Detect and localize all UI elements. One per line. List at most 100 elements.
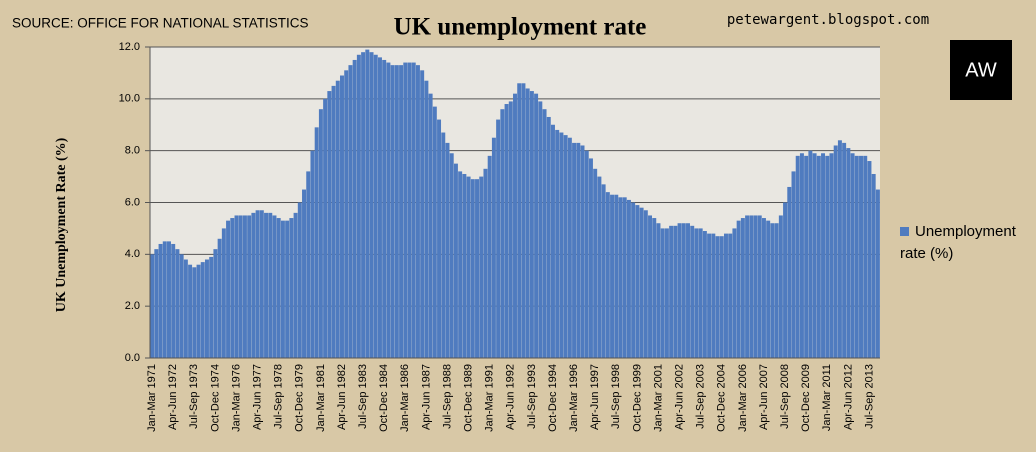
bar (432, 106, 437, 358)
bar (424, 80, 429, 359)
bar (631, 202, 636, 358)
bar (403, 62, 408, 359)
bar (605, 192, 610, 358)
bar (656, 223, 661, 358)
x-tick-label: Jan-Mar 1976 (230, 364, 242, 432)
bar (268, 212, 273, 358)
bar (479, 176, 484, 358)
bar (525, 88, 530, 358)
x-tick-label: Apr-Jun 1977 (252, 364, 264, 430)
bar (808, 150, 813, 358)
bar (677, 223, 682, 358)
bar (534, 93, 539, 359)
x-tick-label: Apr-Jun 2012 (842, 364, 854, 430)
bar (373, 54, 378, 359)
legend: Unemployment rate (%) (900, 221, 1036, 265)
bar (415, 65, 420, 359)
bar (787, 186, 792, 358)
bar (188, 264, 193, 358)
bar (247, 215, 252, 358)
x-tick-label: Apr-Jun 2007 (758, 364, 770, 430)
bar (859, 155, 863, 358)
bar (491, 137, 496, 358)
bar (538, 101, 543, 359)
x-tick-label: Apr-Jun 1972 (167, 364, 179, 430)
bar (774, 223, 779, 358)
source: SOURCE: OFFICE FOR NATIONAL STATISTICS (12, 16, 309, 31)
bar (390, 65, 395, 359)
x-tick-label: Jan-Mar 2006 (737, 364, 749, 432)
bar (344, 70, 349, 358)
y-tick-label: 2.0 (125, 300, 140, 312)
bar (597, 176, 602, 358)
x-tick-label: Jan-Mar 2001 (652, 364, 664, 432)
bar (622, 197, 627, 358)
bar (453, 163, 458, 358)
bar (318, 109, 323, 358)
bar (673, 225, 678, 358)
bar (846, 148, 851, 358)
x-tick-label: Jul-Sep 1983 (357, 364, 369, 429)
bar (475, 179, 480, 358)
bar (804, 155, 809, 358)
x-tick-label: Apr-Jun 1987 (420, 364, 432, 430)
bar (740, 218, 745, 358)
bar (445, 142, 450, 358)
bar (601, 184, 606, 358)
bar (728, 233, 733, 358)
bar (690, 225, 695, 358)
x-tick-label: Oct-Dec 1984 (378, 364, 390, 432)
bar (732, 228, 737, 358)
bar (272, 215, 277, 358)
bar (766, 220, 771, 358)
bar (867, 161, 872, 358)
bar (550, 124, 555, 358)
bar (584, 150, 589, 358)
bar (871, 173, 876, 358)
bar (749, 215, 754, 358)
y-tick-label: 4.0 (125, 248, 140, 260)
bar (251, 212, 256, 358)
bar (276, 218, 281, 358)
bar (280, 220, 285, 358)
bar (660, 228, 665, 358)
bar (171, 243, 176, 358)
x-tick-label: Oct-Dec 1974 (209, 364, 221, 432)
bar (521, 83, 526, 359)
bar (238, 215, 243, 358)
legend-swatch (900, 227, 909, 236)
bar (437, 119, 442, 358)
bar (154, 249, 159, 358)
bar (757, 215, 762, 358)
x-tick-label: Oct-Dec 1989 (462, 364, 474, 432)
bar (648, 215, 653, 358)
bar (297, 202, 302, 358)
bar (875, 189, 880, 358)
y-tick-label: 10.0 (119, 93, 140, 105)
bar (635, 205, 640, 358)
bar (175, 249, 180, 358)
bar (407, 62, 412, 359)
bar (816, 155, 821, 358)
bar (196, 264, 201, 358)
bar (234, 215, 239, 358)
bar (850, 153, 855, 358)
bar (753, 215, 758, 358)
bar (643, 210, 648, 358)
bar (686, 223, 690, 358)
bar (399, 65, 404, 359)
x-tick-label: Oct-Dec 1994 (547, 364, 559, 432)
bar (377, 57, 382, 358)
x-tick-label: Jan-Mar 1996 (568, 364, 580, 432)
bar (361, 52, 366, 358)
bar (340, 75, 344, 358)
bar (588, 158, 593, 358)
x-tick-label: Oct-Dec 2009 (800, 364, 812, 432)
bar (529, 91, 534, 358)
bar (213, 249, 218, 358)
bar (842, 142, 847, 358)
bar (200, 262, 205, 358)
